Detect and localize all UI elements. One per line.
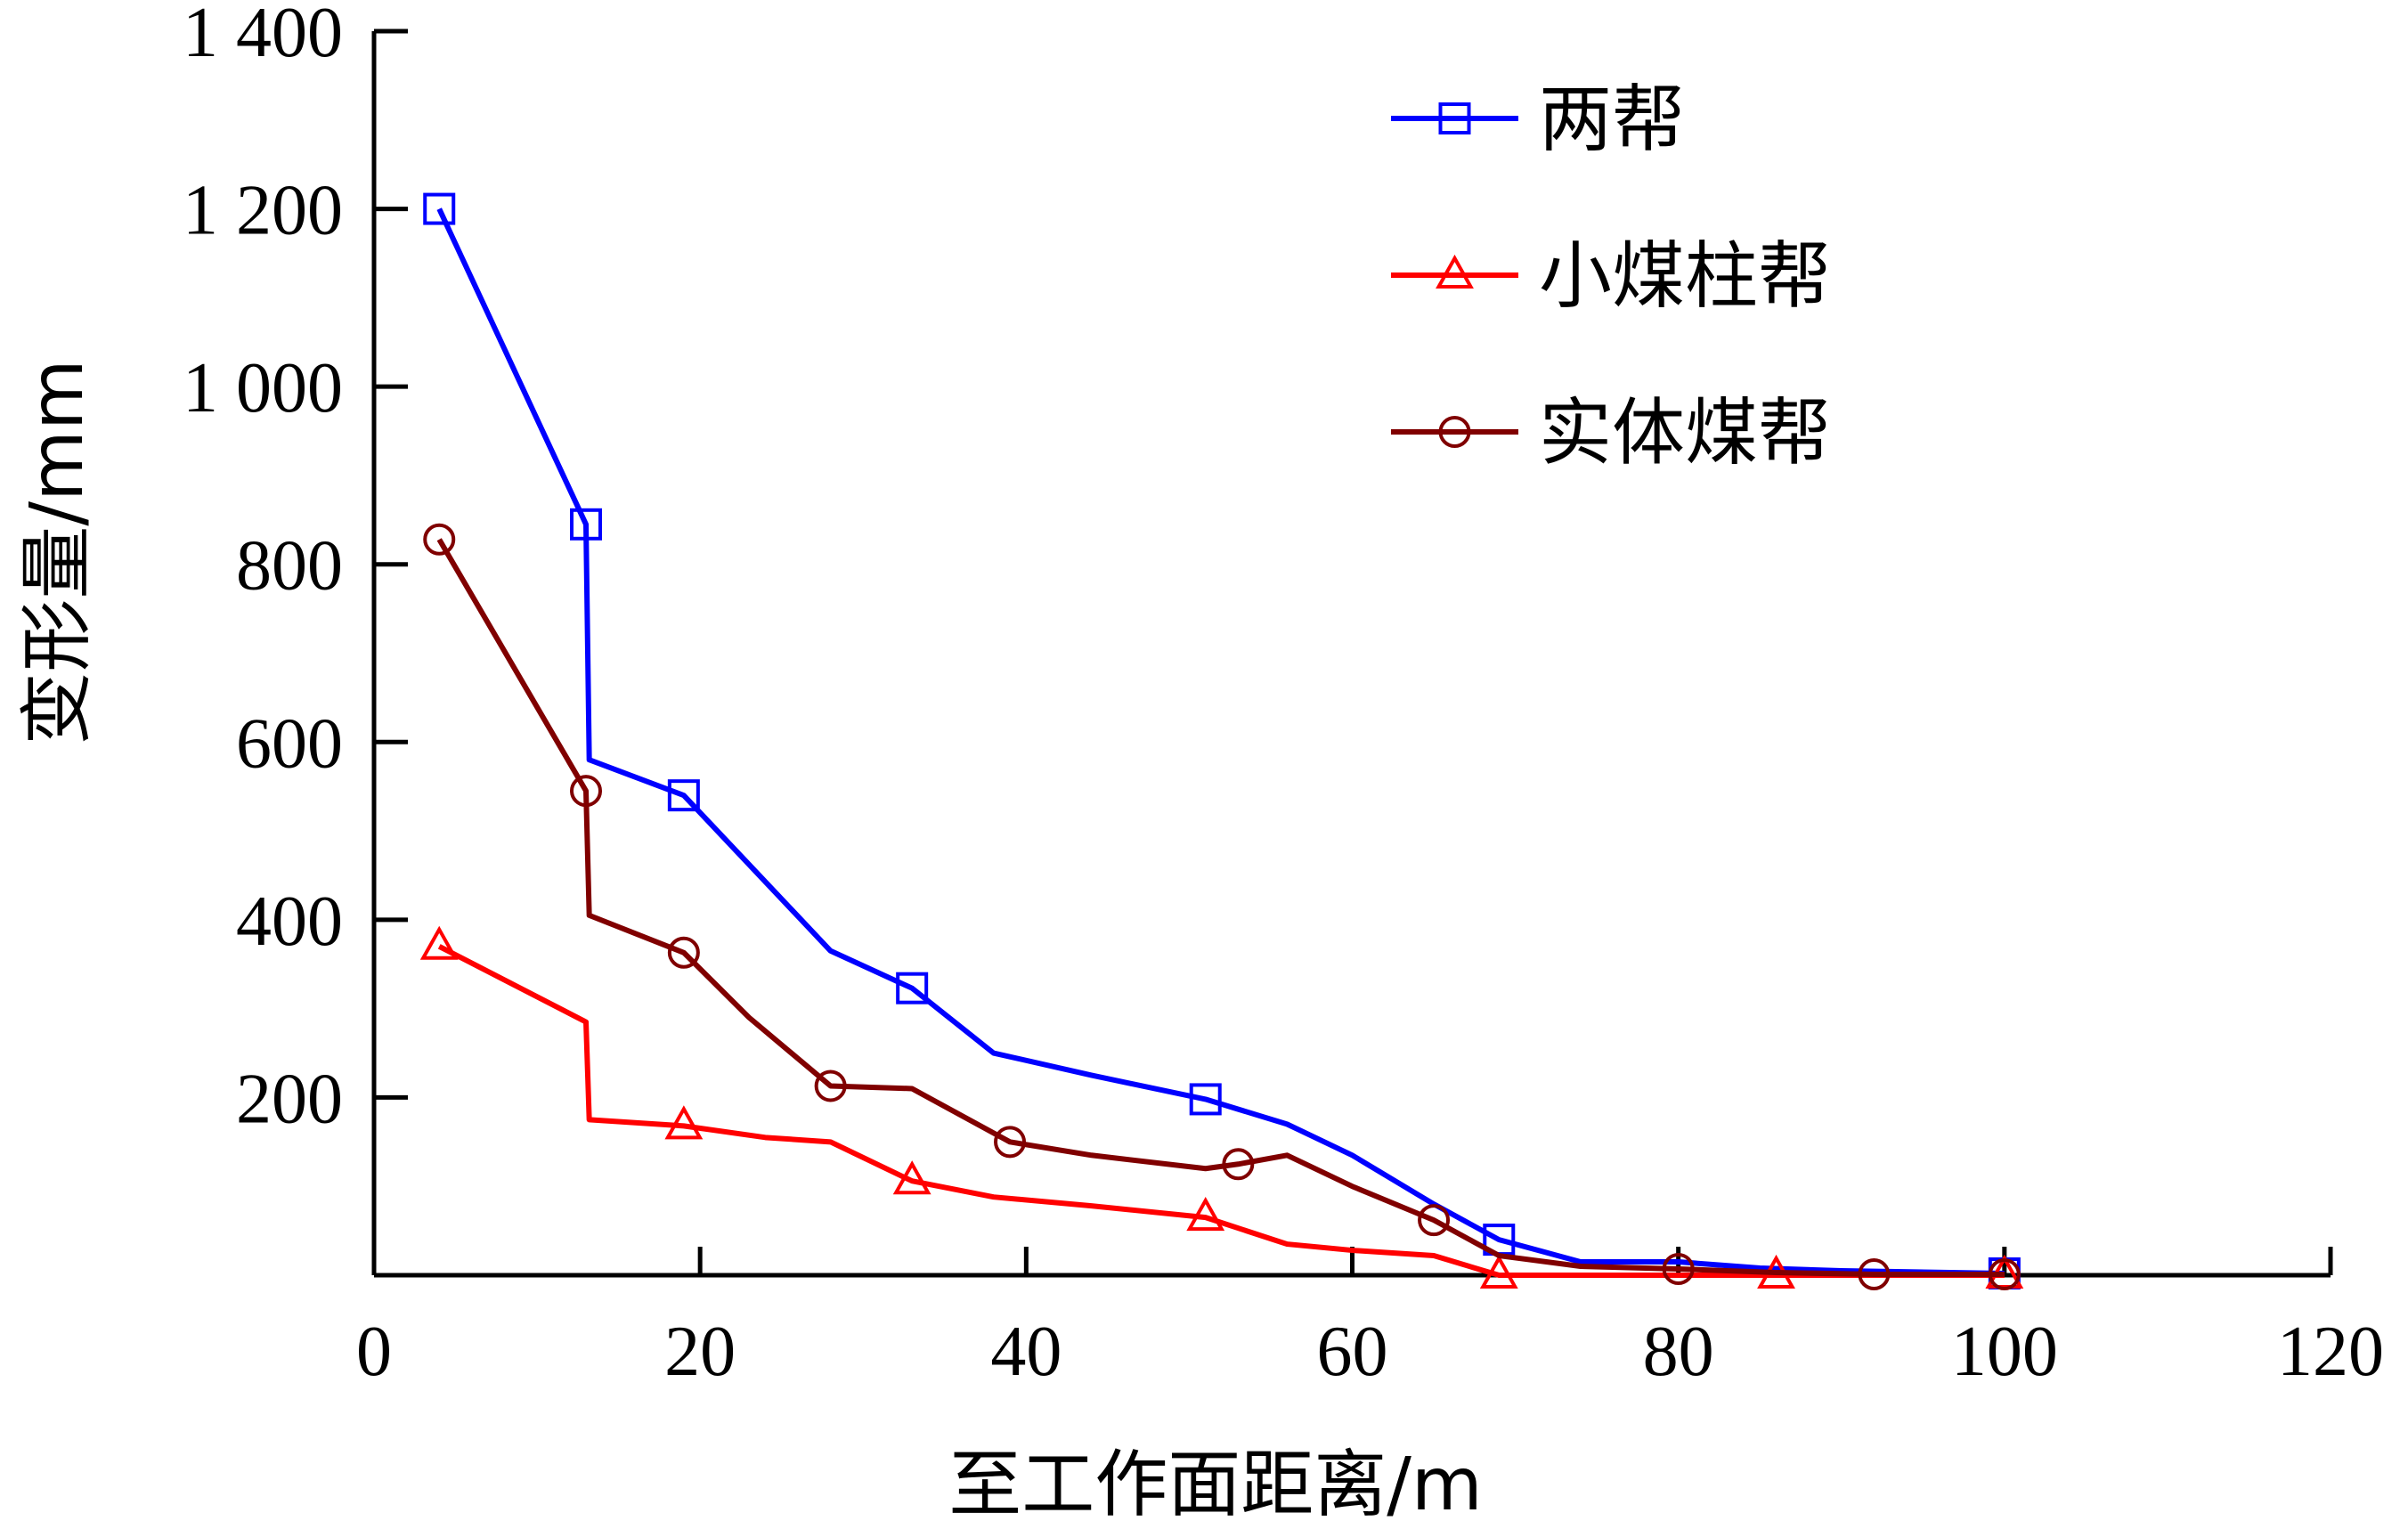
series-line bbox=[437, 944, 2005, 1278]
y-tick-label: 1 400 bbox=[183, 0, 343, 72]
data-point-circle bbox=[1858, 1258, 1891, 1291]
data-point-circle bbox=[1988, 1258, 2021, 1291]
data-point-triangle bbox=[1186, 1197, 1225, 1232]
legend-label: 实体煤帮 bbox=[1539, 391, 1831, 476]
data-point-circle bbox=[1418, 1204, 1451, 1237]
ticks: 0 20 40 60 80 100 120 200 400 600 800 1 000 1 200 1 4… bbox=[183, 0, 2384, 1391]
x-tick-label: 120 bbox=[2277, 1313, 2384, 1391]
data-point-triangle bbox=[1436, 254, 1474, 289]
data-point-triangle bbox=[892, 1160, 931, 1195]
data-point-triangle bbox=[664, 1105, 704, 1140]
data-point-square bbox=[896, 972, 929, 1004]
series-1 bbox=[419, 925, 2024, 1289]
data-point-circle bbox=[814, 1069, 847, 1102]
data-point-square bbox=[1438, 102, 1471, 134]
y-tick-label: 400 bbox=[236, 882, 343, 961]
x-tick-label: 100 bbox=[1951, 1313, 2058, 1391]
x-tick-label: 40 bbox=[990, 1313, 1062, 1391]
legend-label: 小煤柱帮 bbox=[1539, 234, 1831, 319]
y-tick-label: 800 bbox=[236, 527, 343, 606]
x-tick-label: 60 bbox=[1317, 1313, 1388, 1391]
data-point-circle bbox=[994, 1126, 1027, 1159]
axes bbox=[371, 31, 2331, 1278]
x-tick-label: 20 bbox=[664, 1313, 736, 1391]
data-point-square bbox=[667, 779, 700, 812]
data-point-circle bbox=[423, 523, 456, 556]
data-point-square bbox=[570, 508, 603, 541]
series-line bbox=[436, 207, 2005, 1277]
series-2 bbox=[423, 523, 2021, 1291]
data-point-triangle bbox=[1479, 1254, 1518, 1289]
x-tick-label: 80 bbox=[1643, 1313, 1714, 1391]
series-line bbox=[436, 538, 2005, 1278]
x-tick-label: 0 bbox=[356, 1313, 392, 1391]
data-point-circle bbox=[1438, 416, 1471, 448]
legend-label: 两帮 bbox=[1539, 77, 1685, 162]
y-tick-label: 600 bbox=[236, 704, 343, 783]
data-point-triangle bbox=[419, 925, 459, 960]
y-tick-label: 1 200 bbox=[183, 172, 343, 250]
y-tick-label: 200 bbox=[236, 1060, 343, 1138]
series-layer bbox=[419, 192, 2024, 1291]
data-point-circle bbox=[667, 936, 700, 969]
data-point-circle bbox=[570, 775, 603, 808]
data-point-circle bbox=[1222, 1148, 1255, 1181]
data-point-square bbox=[423, 192, 456, 225]
x-axis-title: 至工作面距离/m bbox=[948, 1443, 1483, 1527]
data-point-circle bbox=[1662, 1253, 1695, 1286]
legend-entry-1: 小煤柱帮 bbox=[1391, 234, 1831, 319]
data-point-square bbox=[1189, 1083, 1222, 1116]
legend-entry-2: 实体煤帮 bbox=[1391, 391, 1831, 476]
y-tick-label: 1 000 bbox=[183, 349, 343, 427]
legend-entry-0: 两帮 bbox=[1391, 77, 1685, 162]
y-axis-title: 变形量/mm bbox=[15, 359, 100, 744]
